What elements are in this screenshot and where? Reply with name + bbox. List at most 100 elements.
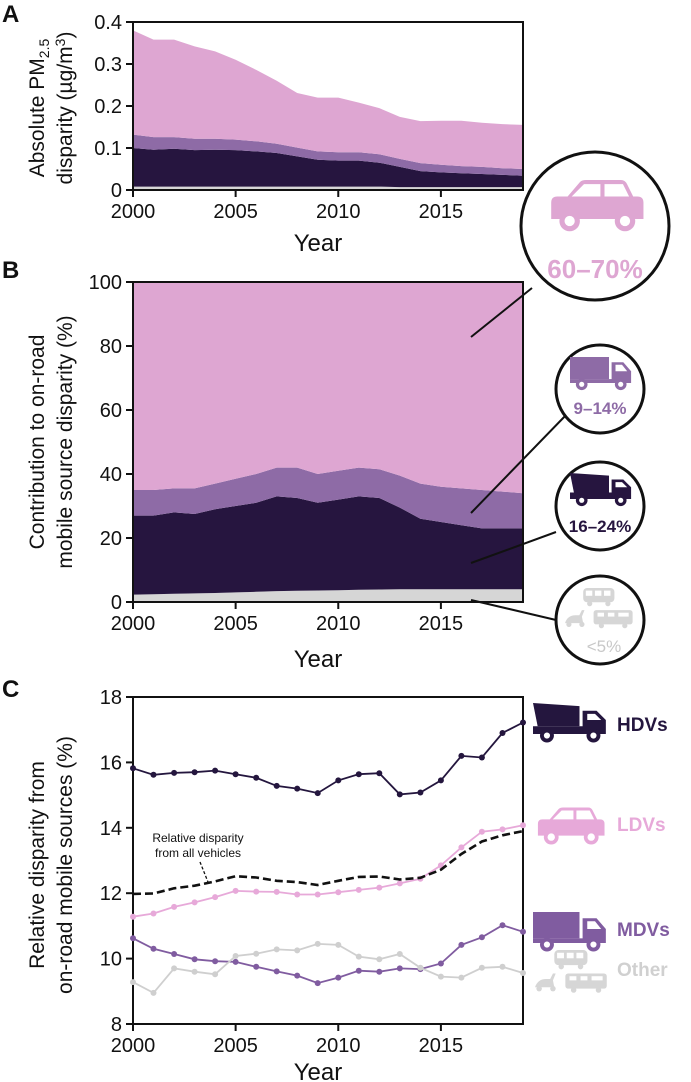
panel-c-point-hdvs (458, 752, 465, 759)
panel-c-point-mdvs (437, 960, 444, 967)
legend-ldv-label: LDVs (617, 815, 666, 836)
callout-mdv: 9–14% (554, 343, 646, 435)
callout-hdv-label: 16–24% (569, 517, 631, 536)
legend-other-icon (535, 950, 607, 993)
panel-c-point-mdvs (499, 922, 506, 929)
panel-a-ylabel-main: Absolute PM (26, 58, 49, 177)
panel-c-point-other (437, 973, 444, 980)
panel-c-point-hdvs (130, 765, 136, 772)
panel-b-frame (132, 281, 524, 603)
legend-mdv-label: MDVs (617, 920, 670, 941)
panel-c-point-hdvs (212, 767, 219, 774)
panel-c-point-ldvs (130, 913, 136, 920)
panel-c-point-other (478, 964, 485, 971)
callout-other-label: <5% (587, 637, 622, 656)
panel-a-xlabel: Year (294, 230, 343, 257)
panel-c-legend: HDVs LDVs MDVs Other (533, 703, 670, 993)
panel-c-point-mdvs (314, 980, 321, 987)
panel-c-point-ldvs (458, 844, 465, 851)
panel-c-line-hdvs (132, 721, 524, 796)
panel-b-ylabel-line2: mobile source disparity (%) (54, 315, 77, 568)
panel-a-ylabel-units: disparity (µg/m (54, 46, 77, 184)
panel-c-point-other (458, 974, 465, 981)
callout-hdv-leader (470, 531, 557, 564)
legend-other-label: Other (617, 960, 668, 981)
panel-c-ytick-label: 12 (100, 883, 122, 905)
panel-a-xtick-label: 2015 (419, 201, 464, 223)
panel-c-point-ldvs (294, 891, 301, 898)
legend-mdv-icon (533, 912, 606, 952)
panel-a-ylabel-line1: Absolute PM2.5 (26, 39, 52, 178)
panel-b-ylabel-line1: Contribution to on-road (26, 335, 49, 550)
panel-c-point-hdvs (191, 769, 198, 776)
panel-a-ytick-label: 0.1 (94, 138, 122, 160)
panel-c-point-mdvs (294, 972, 301, 979)
panel-c-point-other (232, 953, 239, 959)
panel-c-ytick-label: 10 (100, 949, 122, 971)
panel-c-point-other (314, 940, 321, 947)
panel-c-point-other (191, 968, 198, 975)
callout-other: <5% (554, 574, 646, 666)
panel-b-ytick-label: 0 (111, 592, 122, 614)
panel-c-point-ldvs (396, 880, 403, 887)
panel-c-point-mdvs (376, 968, 383, 975)
panel-b-area-ldvs (133, 282, 523, 494)
panel-c-point-other (396, 951, 403, 957)
panel-c-point-hdvs (437, 777, 444, 784)
panel-c-point-hdvs (232, 771, 239, 778)
panel-c-point-hdvs (273, 782, 280, 789)
panel-c-frame (132, 696, 524, 1025)
panel-b-xtick-label: 2005 (213, 613, 258, 635)
panel-c-point-other (150, 989, 157, 996)
callout-mdv-leader (470, 412, 569, 514)
annotation-leader (199, 861, 209, 883)
panel-c-point-other (355, 953, 362, 960)
panel-c-point-ldvs (376, 884, 383, 891)
panel-c-point-other (130, 979, 136, 986)
panel-b-ytick-label: 60 (100, 400, 122, 422)
panel-c-point-ldvs (355, 886, 362, 893)
panel-c-point-ldvs (273, 888, 280, 895)
panel-c-point-other (335, 941, 342, 948)
panel-c-ytick-label: 14 (100, 818, 122, 840)
panel-a-xtick-label: 2010 (316, 201, 361, 223)
panel-c-point-other (499, 963, 506, 970)
panel-c-xtick-label: 2005 (213, 1035, 258, 1057)
panel-c-point-mdvs (191, 956, 198, 963)
panel-a-area-hdvs (133, 148, 523, 188)
panel-c-point-ldvs (499, 826, 506, 833)
panel-c-point-hdvs (478, 754, 485, 761)
panel-c-point-hdvs (314, 790, 321, 797)
callout-mdv-label: 9–14% (574, 399, 627, 418)
panel-c-point-other (294, 947, 301, 954)
panel-c-xtick-label: 2010 (316, 1035, 361, 1057)
callout-ldv-label: 60–70% (547, 254, 642, 284)
panel-c-point-other (253, 950, 260, 957)
panel-b-ytick-label: 20 (100, 528, 122, 550)
panel-c-ytick-label: 8 (111, 1014, 122, 1036)
panel-c-point-hdvs (294, 785, 301, 792)
panel-a-chart: 0 0.1 0.2 0.3 0.4 2000 2005 2010 2015 Year Abso… (26, 12, 524, 257)
panel-b-xlabel: Year (294, 646, 343, 673)
panel-c-point-mdvs (478, 934, 485, 941)
panel-b-xtick-label: 2010 (316, 613, 361, 635)
panel-c-point-ldvs (212, 894, 219, 901)
panel-c-point-ldvs (437, 862, 444, 869)
panel-c-xtick-label: 2000 (111, 1035, 156, 1057)
panel-c-line-ldvs (132, 824, 524, 918)
panel-c-point-mdvs (458, 941, 465, 948)
panel-c-point-hdvs (150, 771, 157, 778)
panel-a-ylabel-close: ) (54, 32, 77, 39)
legend-hdv-label: HDVs (617, 715, 668, 736)
panel-c-xlabel: Year (294, 1059, 343, 1082)
callout-ldv-circle (519, 150, 671, 302)
panel-c-point-other (376, 956, 383, 963)
panel-c-point-mdvs (232, 958, 239, 965)
panel-b-ytick-label: 40 (100, 464, 122, 486)
panel-b-ytick-label: 100 (89, 272, 122, 294)
panel-c-point-ldvs (150, 910, 157, 917)
panel-c-point-mdvs (212, 958, 219, 965)
panel-c-point-ldvs (191, 899, 198, 906)
panel-c-ylabel-line1: Relative disparity from (26, 761, 49, 969)
panel-c-ytick-label: 16 (100, 752, 122, 774)
